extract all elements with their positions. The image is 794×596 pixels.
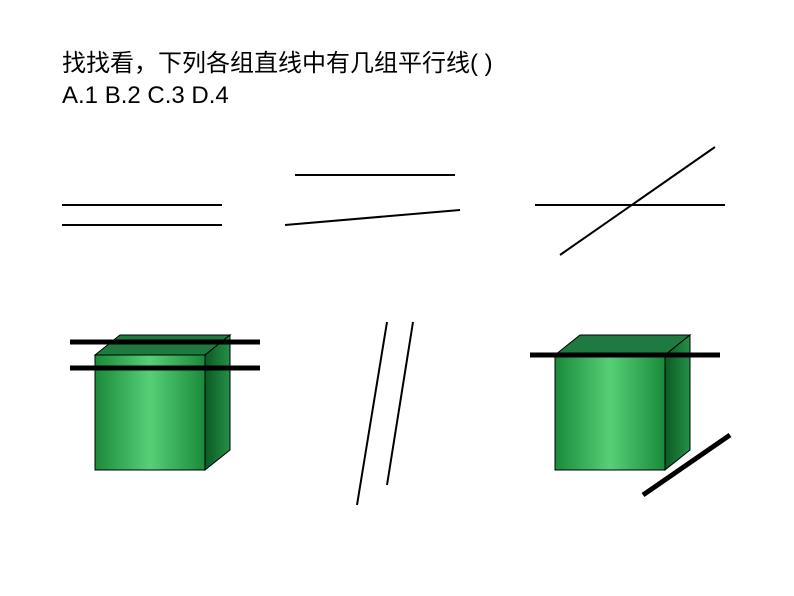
line — [285, 210, 460, 225]
figures-area — [0, 150, 794, 570]
cube-front — [95, 355, 205, 470]
cube-front — [555, 355, 665, 470]
line — [357, 322, 387, 505]
line — [560, 147, 715, 255]
figure-crossing — [535, 145, 735, 265]
figure-slanted-pair — [355, 320, 435, 510]
figure-nonparallel-slight — [280, 170, 470, 240]
figure-parallel-horizontal — [62, 200, 232, 230]
line — [387, 322, 413, 485]
question-prompt: 找找看，下列各组直线中有几组平行线( ) — [62, 43, 493, 78]
figure-cube-top-and-diag — [525, 320, 745, 500]
figure-cube-two-top-lines — [65, 320, 275, 495]
question-options: A.1 B.2 C.3 D.4 — [62, 82, 229, 110]
cube-side — [205, 335, 230, 470]
